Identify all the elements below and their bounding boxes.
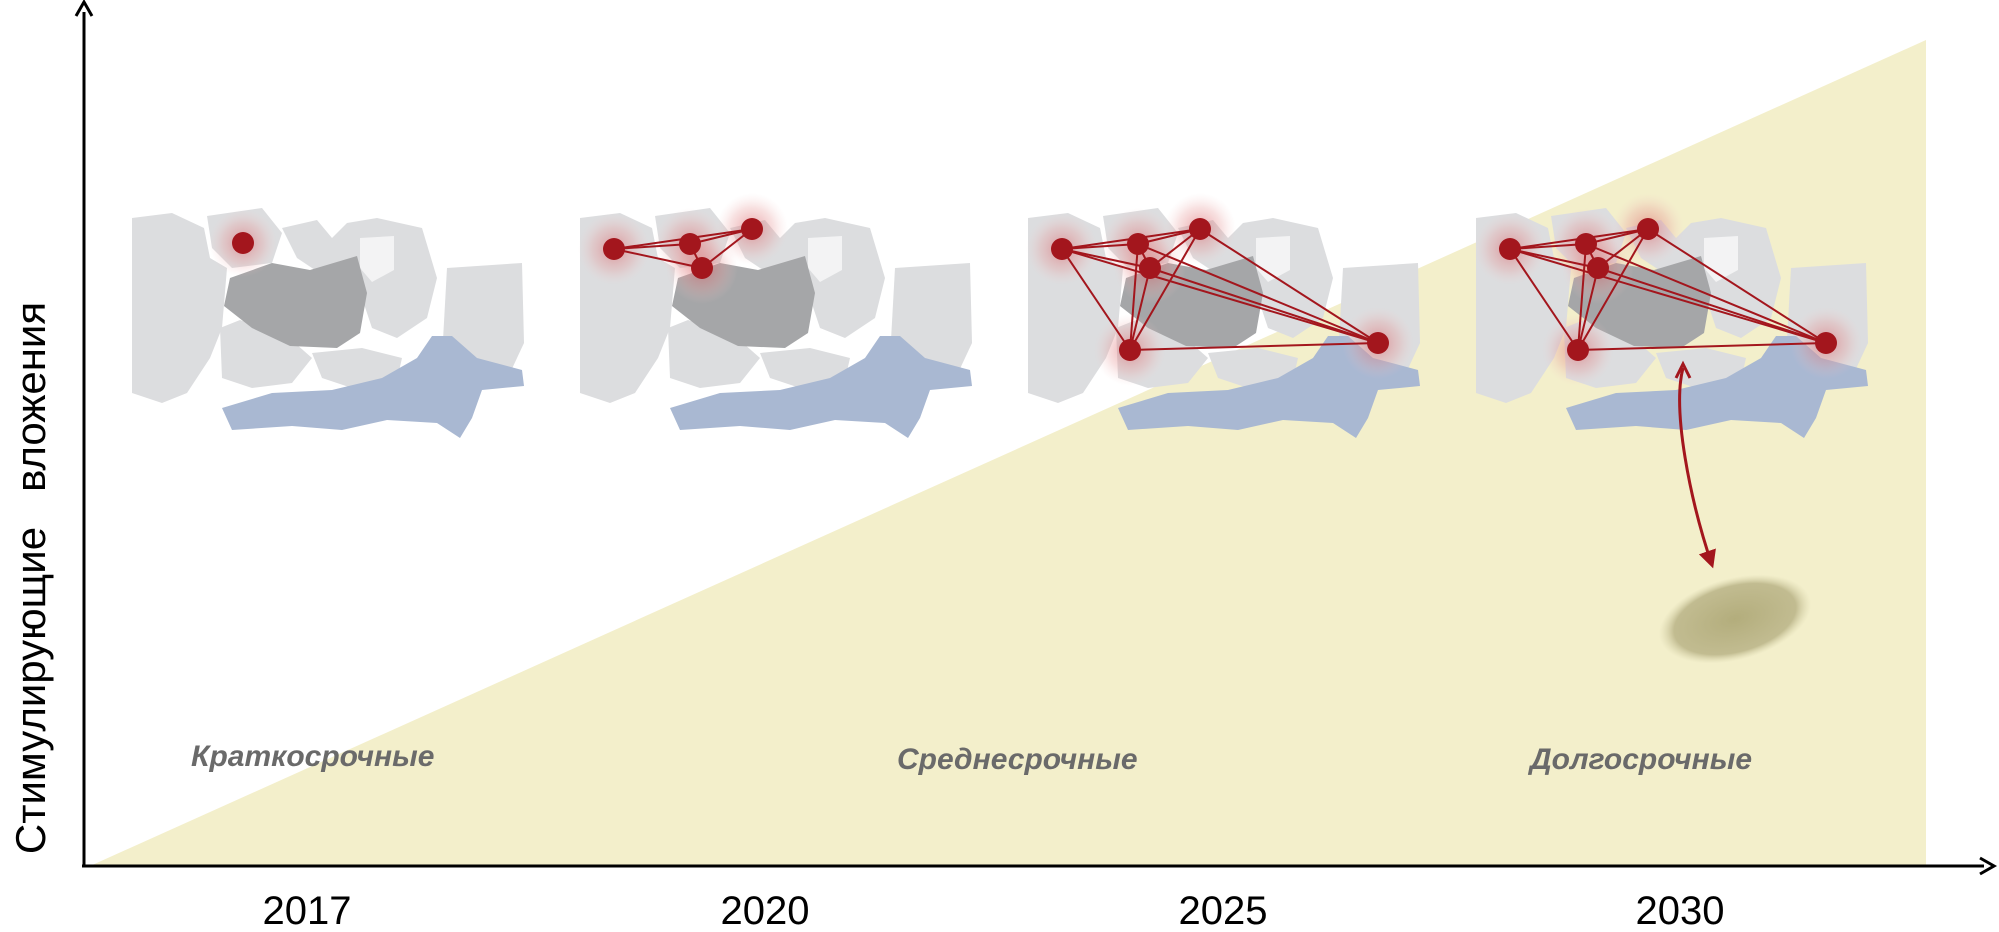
- investment-growth-wedge: [90, 40, 1926, 866]
- network-node: [1139, 257, 1161, 279]
- network-node: [741, 218, 763, 240]
- network-node: [1499, 238, 1521, 260]
- network-node: [1575, 233, 1597, 255]
- y-axis-arrow: [74, 0, 94, 17]
- phase-label-long-term: Долгосрочные: [1527, 743, 1752, 776]
- network-node: [232, 232, 254, 254]
- network-node: [1189, 218, 1211, 240]
- x-axis-arrow: [1979, 856, 1998, 876]
- network-node: [1119, 339, 1141, 361]
- network-node: [603, 238, 625, 260]
- x-tick-label-2017: 2017: [263, 889, 352, 932]
- connection-arrow: [1678, 367, 1716, 569]
- network-node: [1127, 233, 1149, 255]
- network-node: [1815, 332, 1837, 354]
- region-map-2030: [1474, 193, 1868, 438]
- network-node: [691, 257, 713, 279]
- x-tick-label-2020: 2020: [721, 889, 810, 932]
- network-node: [1051, 238, 1073, 260]
- network-node: [1567, 339, 1589, 361]
- network-node: [1637, 218, 1659, 240]
- x-tick-label-2025: 2025: [1179, 889, 1268, 932]
- shadow-ellipse: [1658, 574, 1812, 664]
- region-map-2025: [1026, 193, 1420, 438]
- x-tick-label-2030: 2030: [1636, 889, 1725, 932]
- phase-label-mid-term: Среднесрочные: [897, 743, 1138, 776]
- network-node: [679, 233, 701, 255]
- phase-label-short-term: Краткосрочные: [191, 740, 434, 773]
- region-map-2017: [132, 208, 524, 438]
- network-node: [1367, 332, 1389, 354]
- network-node: [1587, 257, 1609, 279]
- y-axis-label: Стимулирующие вложения: [7, 302, 54, 854]
- region-map-2020: [578, 193, 972, 438]
